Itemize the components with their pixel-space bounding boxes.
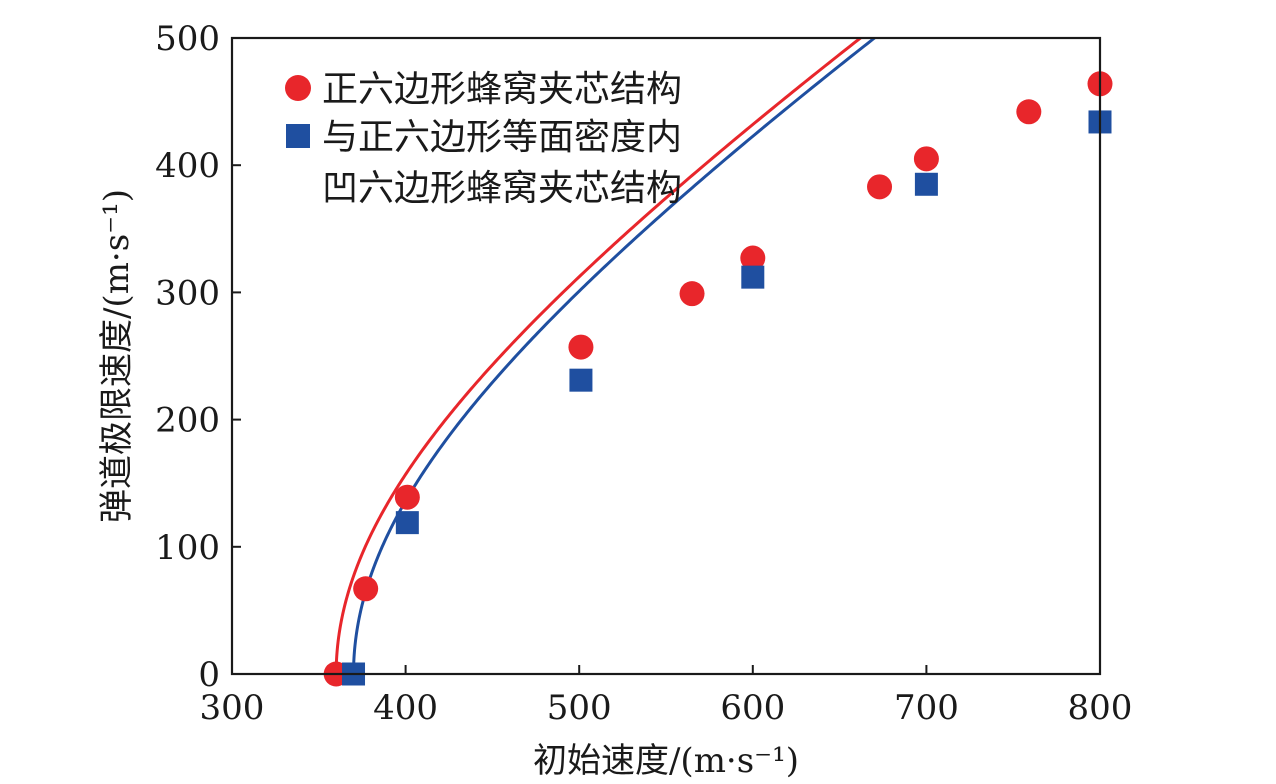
legend-label-series-2-line-2: 凹六边形蜂窝夹芯结构 [322,168,682,209]
series-1-point [568,334,594,360]
plot-area [323,38,1113,687]
y-axis-title: 弹道极限速度/(m·s⁻¹) [97,189,137,523]
axes: 300 400 500 600 700 800 0 100 200 300 400 500 初始速度/(… [97,19,1132,781]
series-1-point [1016,99,1042,125]
y-tick-label: 100 [155,528,220,568]
series-1-point [913,146,939,172]
x-tick-label: 300 [200,688,265,728]
series-1-fit-curve [334,38,863,674]
series-1-point [394,484,420,510]
y-tick-label: 300 [155,273,220,313]
series-1-point [740,245,766,271]
x-tick-label: 600 [720,688,785,728]
series-1-point [867,174,893,200]
legend-marker-circle [285,75,311,101]
series-2-fit-curve [352,38,877,674]
legend-label-series-2-line-1: 与正六边形等面密度内 [322,117,682,158]
y-tick-label: 500 [155,19,220,59]
x-tick-label: 800 [1068,688,1133,728]
legend-label-series-1: 正六边形蜂窝夹芯结构 [322,69,682,110]
y-tick-label: 200 [155,401,220,441]
y-tick-label: 400 [155,146,220,186]
series-2-point [395,511,419,535]
series-1-point [679,281,705,307]
series-2-point [741,265,765,289]
series-1-point [353,576,379,602]
x-tick-label: 400 [373,688,438,728]
x-axis-title: 初始速度/(m·s⁻¹) [533,741,799,781]
series-2-point [914,172,938,196]
legend-marker-square [286,124,310,148]
x-tick-label: 700 [894,688,959,728]
series-2-point [569,368,593,392]
plot-frame [230,36,1102,676]
y-tick-label: 0 [198,655,220,695]
x-tick-label: 500 [547,688,612,728]
